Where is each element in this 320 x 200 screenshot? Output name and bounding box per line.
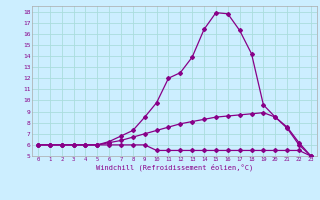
X-axis label: Windchill (Refroidissement éolien,°C): Windchill (Refroidissement éolien,°C) <box>96 164 253 171</box>
